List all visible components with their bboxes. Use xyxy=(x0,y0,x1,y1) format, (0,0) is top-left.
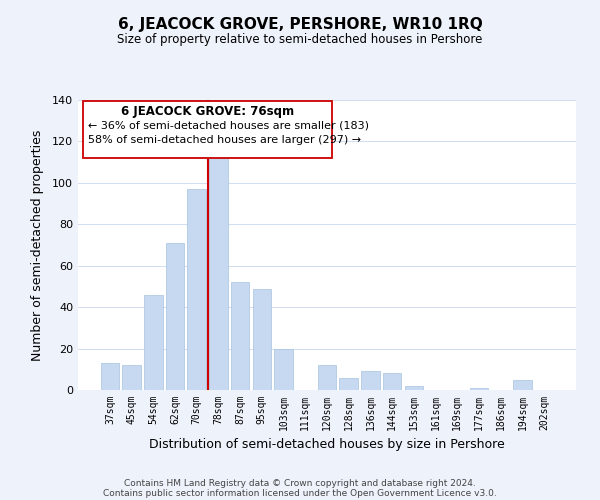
Text: 6, JEACOCK GROVE, PERSHORE, WR10 1RQ: 6, JEACOCK GROVE, PERSHORE, WR10 1RQ xyxy=(118,18,482,32)
Bar xyxy=(101,363,119,390)
Bar xyxy=(253,288,271,390)
Bar xyxy=(513,380,532,390)
Bar xyxy=(361,372,380,390)
Text: 6 JEACOCK GROVE: 76sqm: 6 JEACOCK GROVE: 76sqm xyxy=(121,105,294,118)
Bar xyxy=(209,154,227,390)
Text: 58% of semi-detached houses are larger (297) →: 58% of semi-detached houses are larger (… xyxy=(88,135,361,145)
Bar xyxy=(383,374,401,390)
Bar xyxy=(166,243,184,390)
Bar xyxy=(144,294,163,390)
Bar xyxy=(404,386,423,390)
Text: Contains public sector information licensed under the Open Government Licence v3: Contains public sector information licen… xyxy=(103,488,497,498)
Text: Contains HM Land Registry data © Crown copyright and database right 2024.: Contains HM Land Registry data © Crown c… xyxy=(124,478,476,488)
Y-axis label: Number of semi-detached properties: Number of semi-detached properties xyxy=(31,130,44,360)
Text: ← 36% of semi-detached houses are smaller (183): ← 36% of semi-detached houses are smalle… xyxy=(88,120,369,130)
Text: Size of property relative to semi-detached houses in Pershore: Size of property relative to semi-detach… xyxy=(118,32,482,46)
Bar xyxy=(274,348,293,390)
Bar xyxy=(318,365,336,390)
Bar xyxy=(231,282,250,390)
Bar xyxy=(187,189,206,390)
X-axis label: Distribution of semi-detached houses by size in Pershore: Distribution of semi-detached houses by … xyxy=(149,438,505,452)
Bar xyxy=(470,388,488,390)
FancyBboxPatch shape xyxy=(83,102,332,158)
Bar xyxy=(340,378,358,390)
Bar xyxy=(122,365,141,390)
